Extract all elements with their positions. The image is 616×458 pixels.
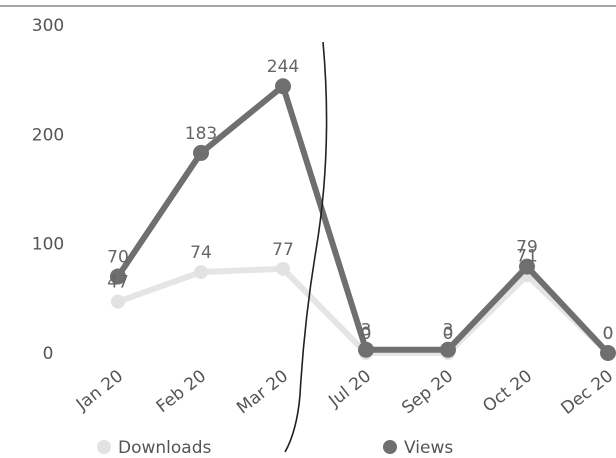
y-tick-label: 300 bbox=[32, 16, 64, 36]
data-label-downloads: 74 bbox=[190, 243, 212, 263]
x-tick-label: Feb 20 bbox=[153, 366, 210, 417]
data-point-views bbox=[193, 144, 209, 161]
data-point-downloads bbox=[194, 265, 208, 280]
data-label-downloads: 0 bbox=[361, 324, 372, 344]
legend-label-downloads: Downloads bbox=[118, 438, 212, 458]
data-point-views bbox=[600, 345, 616, 361]
y-tick-label: 200 bbox=[32, 125, 64, 145]
data-label-views: 0 bbox=[603, 324, 614, 344]
data-label-downloads: 71 bbox=[516, 246, 538, 266]
x-tick-label: Dec 20 bbox=[558, 366, 616, 419]
data-point-downloads bbox=[276, 261, 290, 276]
data-point-views bbox=[275, 78, 291, 95]
x-tick-label: Mar 20 bbox=[233, 366, 292, 418]
legend-marker-downloads bbox=[97, 440, 111, 454]
data-label-views: 183 bbox=[185, 124, 217, 144]
data-point-views bbox=[358, 341, 374, 358]
series-layer bbox=[110, 41, 616, 453]
data-label-views: 3 bbox=[443, 321, 454, 341]
legend-label-views: Views bbox=[404, 438, 453, 458]
y-tick-label: 0 bbox=[43, 344, 54, 364]
data-label-downloads: 77 bbox=[272, 240, 294, 260]
y-axis: 0 100 200 300 bbox=[32, 16, 64, 364]
data-label-views: 3 bbox=[361, 321, 372, 341]
x-tick-label: Sep 20 bbox=[398, 366, 457, 418]
x-tick-label: Jul 20 bbox=[325, 366, 376, 412]
data-label-downloads: 0 bbox=[603, 324, 614, 344]
data-point-views bbox=[440, 341, 456, 358]
y-tick-label: 100 bbox=[32, 235, 64, 255]
data-label-views: 70 bbox=[107, 247, 129, 267]
data-label-views: 244 bbox=[267, 57, 299, 77]
x-tick-label: Oct 20 bbox=[479, 366, 536, 417]
pen-stroke-mark bbox=[284, 41, 328, 453]
legend-marker-views bbox=[383, 440, 397, 454]
x-tick-label: Jan 20 bbox=[72, 366, 127, 415]
x-axis: Jan 20 Feb 20 Mar 20 Jul 20 Sep 20 Oct 20 Dec … bbox=[72, 366, 616, 419]
data-point-views bbox=[110, 268, 126, 285]
data-label-downloads: 0 bbox=[443, 324, 454, 344]
data-label-views: 79 bbox=[516, 238, 538, 258]
legend: Downloads Views bbox=[97, 438, 453, 458]
data-point-downloads bbox=[111, 294, 125, 309]
data-label-downloads: 47 bbox=[107, 273, 129, 293]
data-point-views bbox=[519, 258, 535, 275]
